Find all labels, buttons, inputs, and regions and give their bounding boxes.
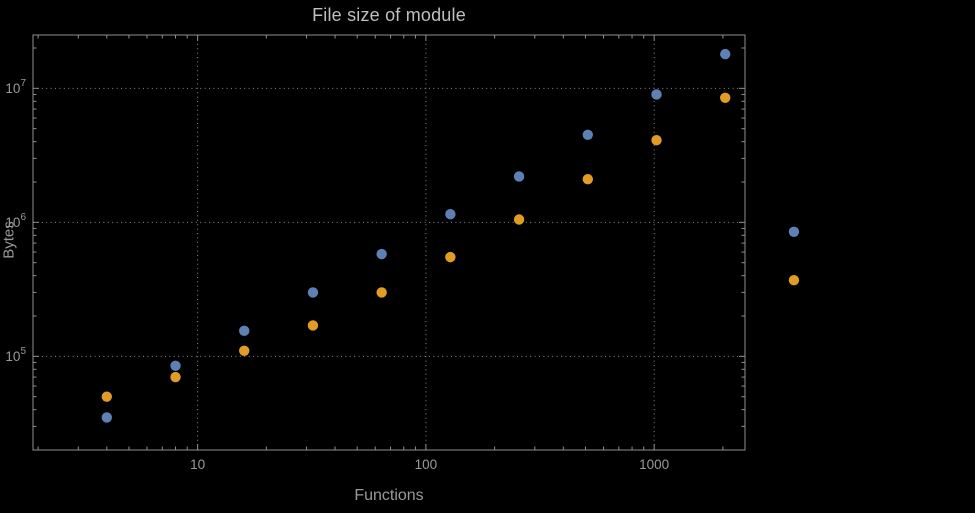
- plot-frame: [32, 34, 746, 451]
- data-point-series-1-blue: [101, 412, 112, 423]
- x-tick-label: 1000: [639, 457, 669, 472]
- y-tick-label: 106: [5, 212, 26, 230]
- data-point-series-2-orange: [307, 320, 319, 331]
- data-point-series-1-blue: [239, 325, 250, 337]
- data-point-series-1-blue: [170, 360, 181, 371]
- data-point-series-1-blue: [651, 89, 662, 100]
- data-point-series-1-blue: [445, 208, 456, 220]
- chart-title: File size of module: [312, 5, 466, 25]
- data-point-series-2-orange: [582, 173, 594, 185]
- data-point-series-2-orange: [376, 287, 387, 298]
- data-point-series-2-orange: [651, 135, 662, 146]
- data-point-series-1-blue: [582, 129, 594, 140]
- data-point-series-1-blue: [307, 287, 319, 298]
- data-point-series-1-blue: [720, 48, 731, 60]
- data-point-series-2-orange: [445, 251, 456, 263]
- data-point-series-2-orange: [720, 92, 731, 103]
- x-axis-label: Functions: [354, 487, 424, 504]
- data-point-series-2-orange: [170, 371, 181, 383]
- data-point-series-2-orange: [239, 345, 250, 356]
- data-point-series-1-blue: [513, 171, 525, 182]
- data-point-series-2-orange: [513, 214, 525, 225]
- data-point-series-2-orange: [788, 274, 800, 286]
- data-point-series-1-blue: [788, 226, 800, 237]
- data-point-series-2-orange: [101, 391, 112, 402]
- data-point-series-1-blue: [376, 248, 387, 260]
- x-tick-label: 100: [415, 457, 438, 472]
- y-tick-label: 107: [5, 78, 26, 96]
- x-tick-label: 10: [190, 457, 205, 472]
- y-tick-label: 105: [5, 346, 26, 364]
